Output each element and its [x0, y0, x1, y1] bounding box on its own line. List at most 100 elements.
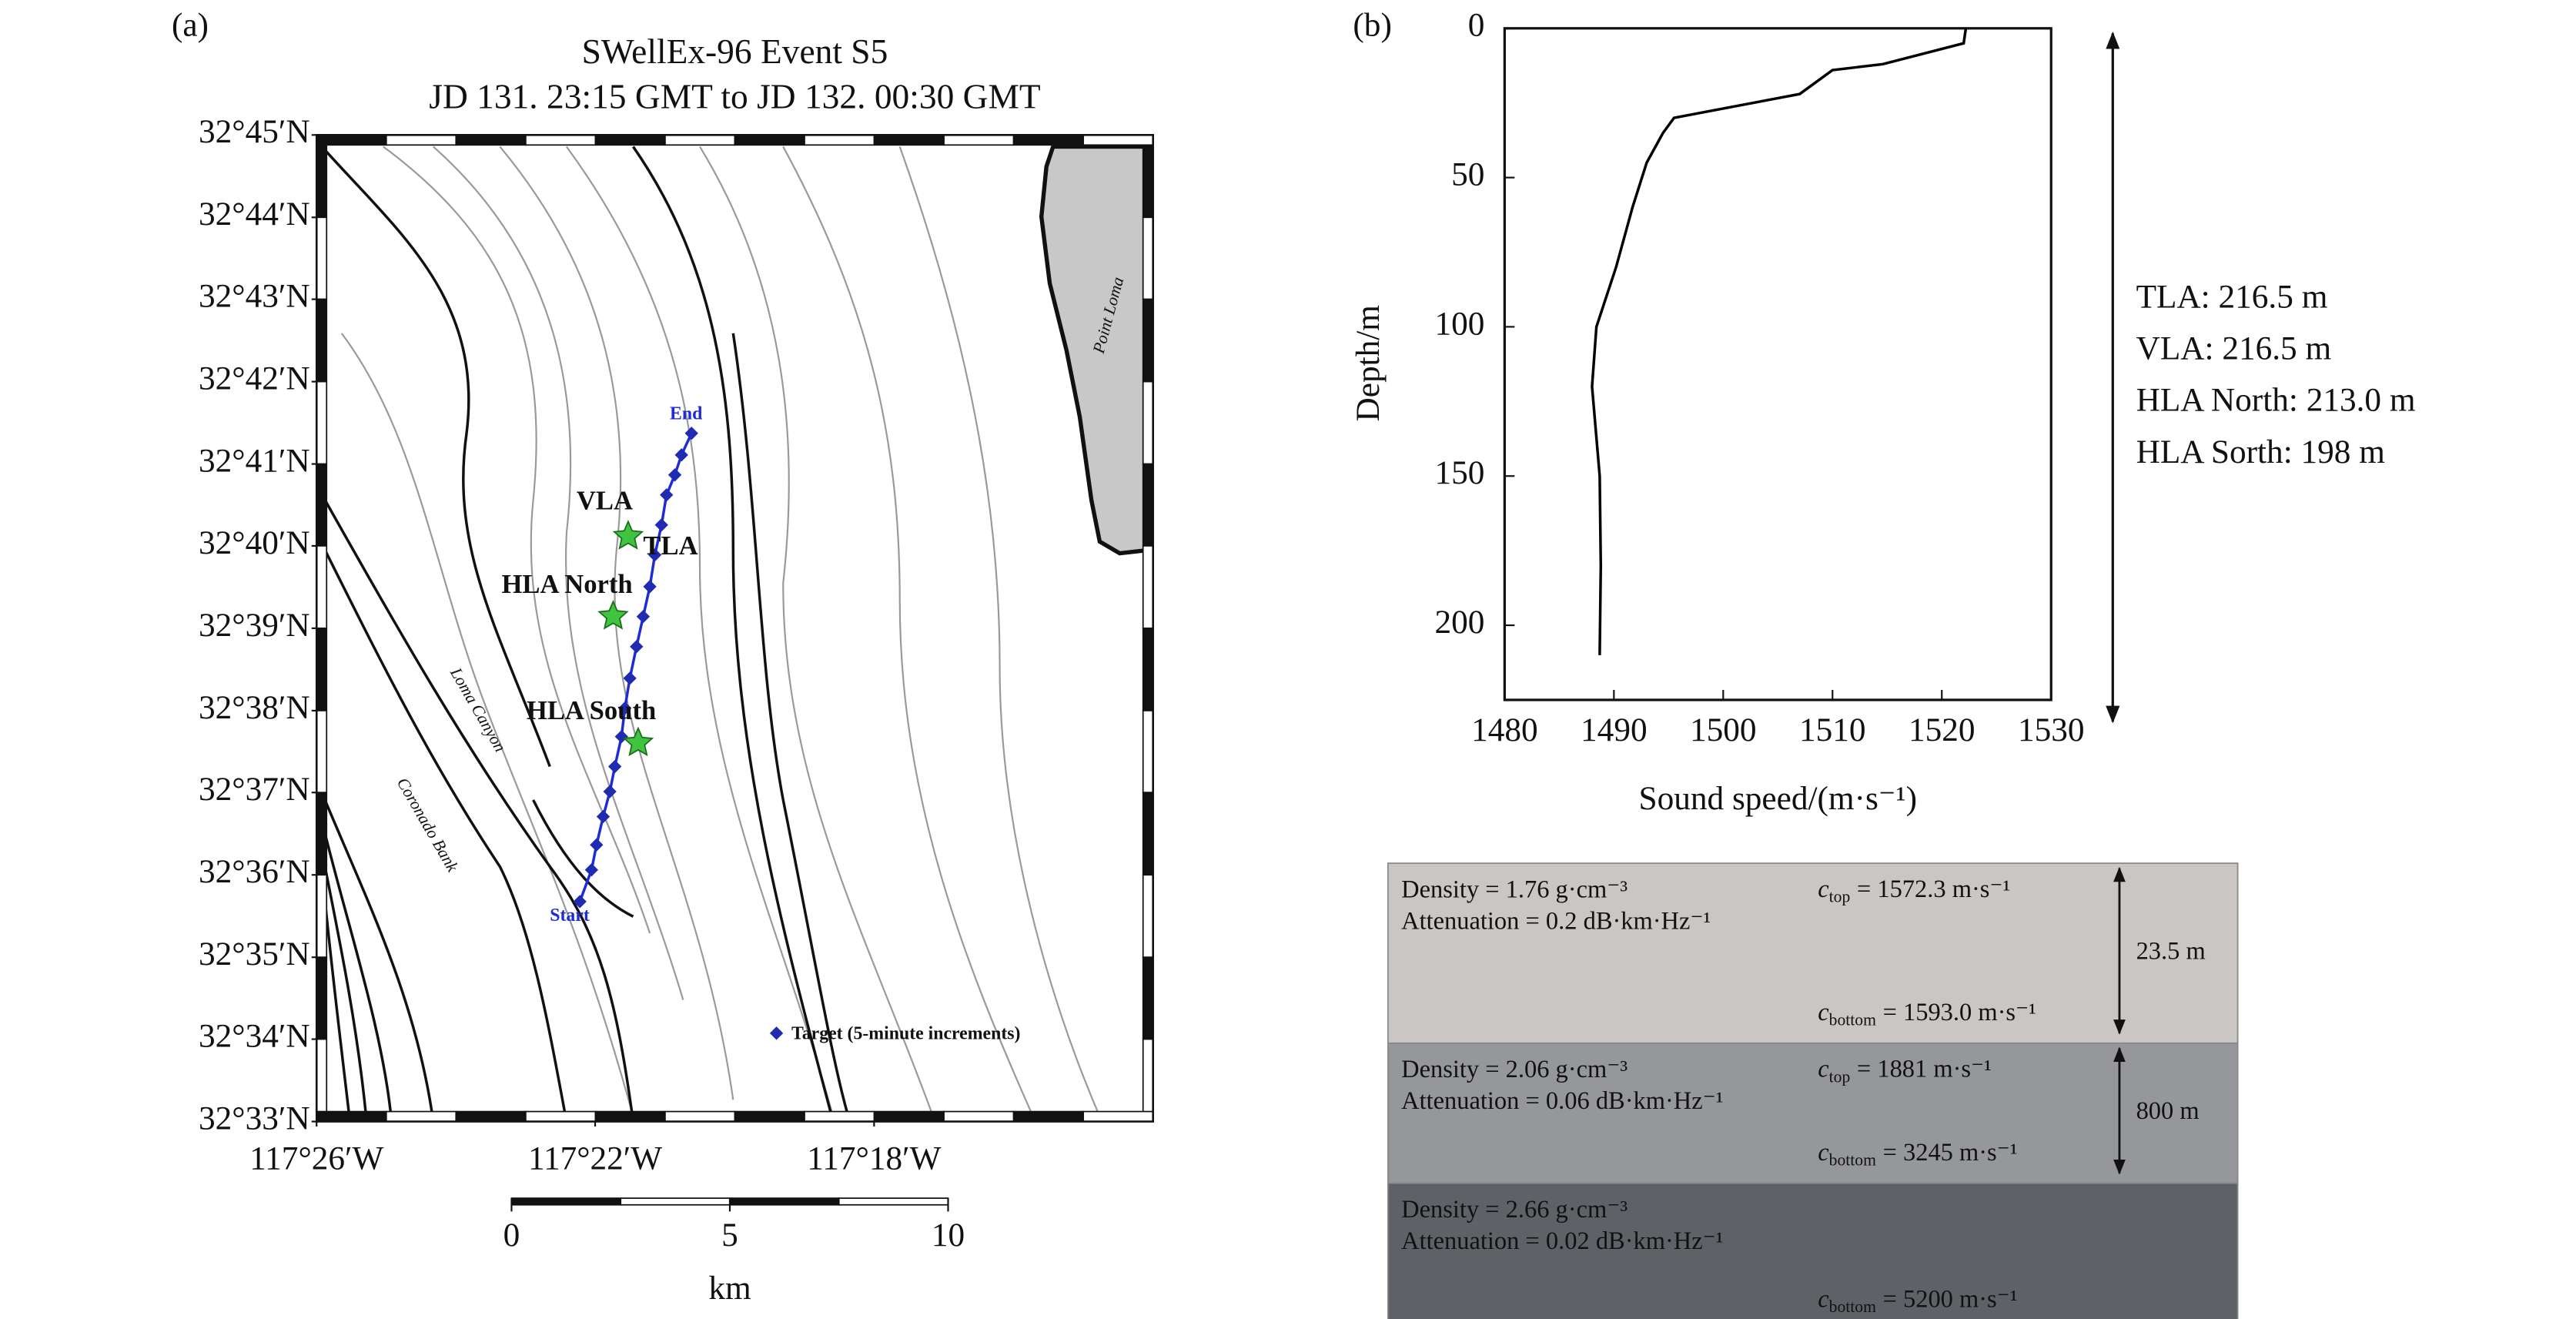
annotation: End [670, 403, 702, 423]
panel-label: (a) [172, 7, 209, 44]
x-tick-label: 1480 [1471, 711, 1538, 748]
annotation: Start [550, 906, 590, 926]
sound-speed: ctop = 1572.3 m·s⁻¹ [1818, 875, 2010, 906]
y-tick-label: 32°34′N [199, 1017, 310, 1054]
scale-label: km [708, 1270, 751, 1307]
x-tick-label: 1500 [1690, 711, 1757, 748]
y-tick-label: 150 [1434, 454, 1484, 491]
frame-segment [316, 628, 328, 711]
y-tick-label: 0 [1468, 7, 1485, 44]
scale-segment [510, 1197, 622, 1206]
subscript: bottom [1829, 1011, 1876, 1029]
density: Density = 1.76 g·cm⁻³ [1401, 875, 1628, 903]
symbol: c [1818, 999, 1829, 1026]
y-tick-label: 32°42′N [199, 360, 310, 397]
x-axis-label: Sound speed/(m·s⁻¹) [1639, 780, 1917, 817]
x-tick-label: 1520 [1909, 711, 1975, 748]
frame-segment [804, 134, 875, 146]
frame-segment [455, 134, 527, 146]
frame-segment [316, 956, 328, 1040]
density: Density = 2.66 g·cm⁻³ [1401, 1196, 1628, 1224]
scale-tick-label: 0 [503, 1217, 520, 1254]
symbol: c [1818, 1139, 1829, 1167]
annotation: TLA [643, 531, 698, 561]
frame-segment [1142, 1038, 1154, 1123]
frame-segment [1142, 792, 1154, 876]
value: = 5200 m·s⁻¹ [1883, 1286, 2018, 1314]
scale-segment [729, 1197, 840, 1206]
frame-segment [664, 1110, 736, 1123]
annotation: VLA: 216.5 m [2136, 330, 2332, 367]
sound-speed: cbottom = 5200 m·s⁻¹ [1818, 1286, 2017, 1316]
frame-segment [1082, 1110, 1154, 1123]
annotation: VLA [577, 487, 633, 516]
y-tick-label: 32°38′N [199, 689, 310, 726]
frame-segment [943, 1110, 1015, 1123]
frame-segment [734, 1110, 805, 1123]
value: = 1572.3 m·s⁻¹ [1857, 875, 2010, 903]
annotation: TLA: 216.5 m [2136, 279, 2328, 316]
y-tick-label: 32°36′N [199, 853, 310, 890]
stars [597, 520, 654, 757]
frame-segment [316, 463, 328, 547]
y-tick-label: 32°39′N [199, 607, 310, 644]
frame-segment [316, 1038, 328, 1123]
x-tick-label: 117°18′W [807, 1140, 941, 1177]
frame-segment [524, 134, 597, 146]
frame-segment [1142, 380, 1154, 465]
frame-segment [1142, 463, 1154, 547]
frame-segment [1142, 956, 1154, 1040]
attenuation: Attenuation = 0.2 dB·km·Hz⁻¹ [1401, 907, 1711, 935]
annotation: HLA North [501, 570, 632, 599]
scale-segment [838, 1197, 949, 1206]
attenuation: Attenuation = 0.06 dB·km·Hz⁻¹ [1401, 1087, 1723, 1115]
x-tick-label: 1530 [2018, 711, 2085, 748]
plot-frame [1503, 27, 2052, 701]
y-tick-label: 32°35′N [199, 936, 310, 973]
annotation: Target (5-minute increments) [791, 1023, 1020, 1043]
symbol: c [1818, 1056, 1829, 1083]
x-tick-label: 117°26′W [249, 1140, 383, 1177]
frame-segment [943, 134, 1015, 146]
sediment-layers: Density = 1.76 g·cm⁻³ Attenuation = 0.2 d… [1387, 862, 2239, 1319]
frame-segment [1142, 628, 1154, 711]
map-body: VLA TLA HLA North HLA South Start End Ta… [316, 135, 1153, 1123]
frame-segment [316, 298, 328, 383]
frame-segment [1012, 1110, 1085, 1123]
subscript: top [1829, 1067, 1851, 1086]
map-title: SWellEx-96 Event S5 [582, 32, 888, 71]
frame-segment [316, 874, 328, 959]
frame-segment [1012, 134, 1085, 146]
layer-box [1387, 1042, 2239, 1184]
frame-segment [385, 1110, 457, 1123]
frame-segment [873, 1110, 945, 1123]
symbol: c [1818, 875, 1829, 903]
frame-segment [455, 1110, 527, 1123]
frame-segment [873, 134, 945, 146]
frame-segment [316, 134, 387, 146]
frame-segment [1142, 216, 1154, 300]
frame-segment [385, 134, 457, 146]
annotation: HLA Sorth: 198 m [2136, 434, 2385, 470]
panel-label: (b) [1353, 7, 1391, 44]
y-axis-label: Depth/m [1350, 305, 1387, 421]
frame-segment [316, 380, 328, 465]
density: Density = 2.06 g·cm⁻³ [1401, 1056, 1628, 1083]
value: = 1593.0 m·s⁻¹ [1883, 999, 2036, 1026]
contours-black [323, 146, 851, 1123]
attenuation: Attenuation = 0.02 dB·km·Hz⁻¹ [1401, 1227, 1723, 1255]
frame-segment [316, 792, 328, 876]
y-tick-label: 32°33′N [199, 1100, 310, 1137]
y-tick-label: 200 [1434, 604, 1484, 641]
thickness: 23.5 m [2136, 937, 2206, 965]
scale-tick-label: 5 [721, 1217, 738, 1254]
y-tick-label: 32°41′N [199, 443, 310, 480]
x-tick-label: 117°22′W [528, 1140, 662, 1177]
scale-segment [620, 1197, 731, 1206]
annotation: HLA North: 213.0 m [2136, 382, 2416, 419]
y-tick-label: 50 [1451, 156, 1484, 193]
frame-segment [1142, 874, 1154, 959]
frame-segment [664, 134, 736, 146]
frame-segment [316, 216, 328, 300]
